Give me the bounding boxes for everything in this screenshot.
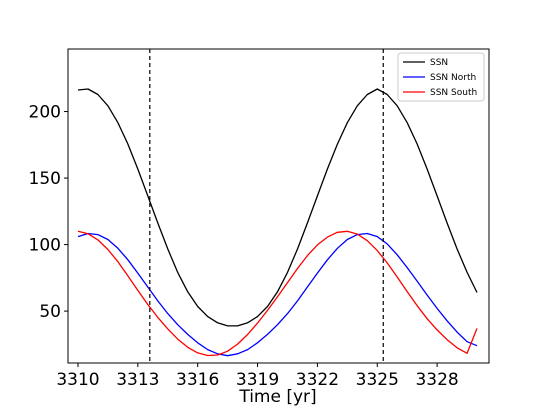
series-line-1 (77, 88, 478, 327)
x-tick-label: 3328 (415, 370, 458, 390)
legend-label-2: SSN North (430, 73, 476, 83)
legend: SSN SSN North SSN South (397, 52, 485, 102)
series-line-3 (77, 230, 478, 357)
legend-entries: SSN SSN North SSN South (403, 58, 477, 98)
y-tick-label: 50 (39, 302, 61, 322)
x-tick-label: 3322 (296, 370, 339, 390)
x-tick-label: 3310 (56, 370, 99, 390)
y-ticks: 50 100 150 200 (29, 103, 68, 322)
x-tick-label: 3325 (356, 370, 399, 390)
series-line-2 (77, 232, 478, 357)
series-layer (77, 88, 478, 357)
x-tick-label: 3319 (236, 370, 279, 390)
x-tick-label: 3313 (116, 370, 159, 390)
vline-layer (149, 49, 384, 363)
plot-frame (67, 48, 490, 364)
legend-label-1: SSN (430, 58, 448, 68)
y-tick-label: 100 (29, 236, 61, 256)
legend-label-3: SSN South (430, 88, 477, 98)
y-tick-label: 200 (29, 103, 61, 123)
x-ticks: 3310 3313 3316 3319 3322 3325 3328 (56, 363, 459, 390)
x-axis-label: Time [yr] (238, 387, 316, 407)
legend-box (397, 52, 485, 102)
x-tick-label: 3316 (176, 370, 219, 390)
y-tick-label: 150 (29, 169, 61, 189)
